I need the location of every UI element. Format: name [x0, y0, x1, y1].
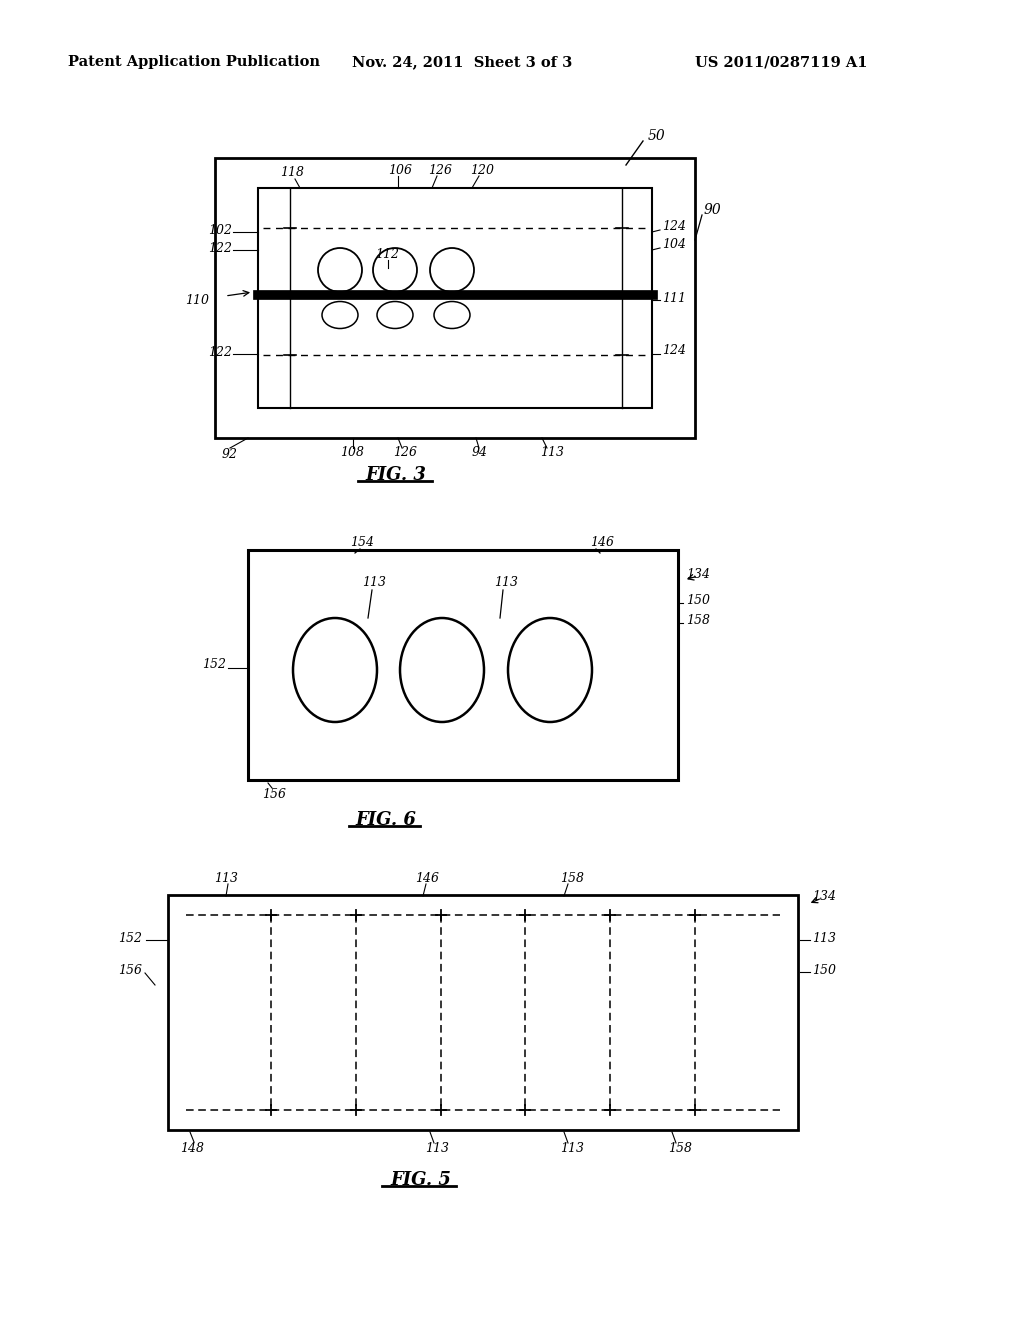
- Text: 152: 152: [118, 932, 142, 945]
- Text: 154: 154: [350, 536, 374, 549]
- Text: 158: 158: [668, 1142, 692, 1155]
- Text: 156: 156: [118, 964, 142, 977]
- Text: 113: 113: [812, 932, 836, 945]
- Text: 118: 118: [280, 166, 304, 180]
- Text: 126: 126: [393, 446, 417, 459]
- Text: 150: 150: [812, 964, 836, 977]
- Text: 90: 90: [705, 203, 722, 216]
- Text: 146: 146: [590, 536, 614, 549]
- Text: 158: 158: [560, 871, 584, 884]
- Text: 92: 92: [222, 447, 238, 461]
- Text: 158: 158: [686, 614, 710, 627]
- Text: 113: 113: [540, 446, 564, 459]
- Text: 94: 94: [472, 446, 488, 459]
- Text: 156: 156: [262, 788, 286, 800]
- Bar: [258, 187, 652, 408]
- Bar: [215, 158, 695, 438]
- Text: US 2011/0287119 A1: US 2011/0287119 A1: [695, 55, 867, 69]
- Bar: [168, 895, 798, 1130]
- Text: 112: 112: [375, 248, 399, 260]
- Text: 113: 113: [560, 1142, 584, 1155]
- Text: FIG. 6: FIG. 6: [355, 810, 416, 829]
- Text: 124: 124: [662, 219, 686, 232]
- Text: 134: 134: [812, 890, 836, 903]
- Text: 113: 113: [425, 1142, 449, 1155]
- Text: 150: 150: [686, 594, 710, 606]
- Text: 106: 106: [388, 164, 412, 177]
- Text: 122: 122: [208, 242, 232, 255]
- Text: 120: 120: [470, 164, 494, 177]
- Text: Nov. 24, 2011  Sheet 3 of 3: Nov. 24, 2011 Sheet 3 of 3: [352, 55, 572, 69]
- Text: FIG. 3: FIG. 3: [365, 466, 426, 484]
- Text: 104: 104: [662, 238, 686, 251]
- Text: 126: 126: [428, 164, 452, 177]
- Bar: [253, 290, 657, 300]
- Text: 124: 124: [662, 343, 686, 356]
- Text: 111: 111: [662, 292, 686, 305]
- Text: 113: 113: [214, 871, 238, 884]
- Text: FIG. 5: FIG. 5: [390, 1171, 451, 1189]
- Text: 148: 148: [180, 1142, 204, 1155]
- Text: 146: 146: [415, 871, 439, 884]
- Text: 50: 50: [648, 129, 666, 143]
- Text: 134: 134: [686, 568, 710, 581]
- Text: 152: 152: [202, 659, 226, 672]
- Text: 113: 113: [494, 577, 518, 590]
- Bar: [248, 550, 678, 780]
- Text: 108: 108: [340, 446, 364, 459]
- Text: 122: 122: [208, 346, 232, 359]
- Text: 102: 102: [208, 223, 232, 236]
- Text: 110: 110: [185, 293, 209, 306]
- Text: 113: 113: [362, 577, 386, 590]
- Text: Patent Application Publication: Patent Application Publication: [68, 55, 319, 69]
